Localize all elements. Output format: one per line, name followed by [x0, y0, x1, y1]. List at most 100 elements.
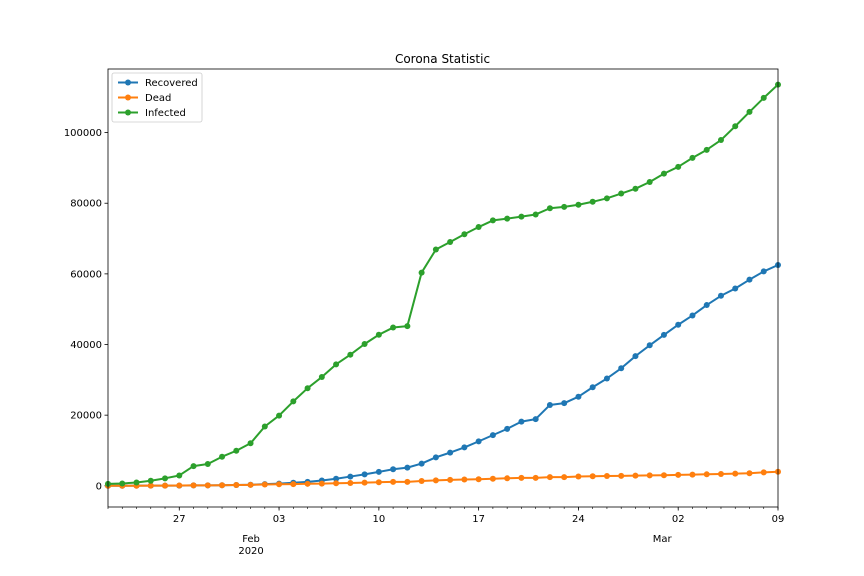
chart-title: Corona Statistic — [395, 52, 490, 66]
data-point-recovered — [561, 400, 568, 407]
data-point-infected — [504, 215, 511, 222]
data-point-recovered — [432, 454, 439, 461]
y-tick-label: 40000 — [70, 340, 102, 351]
data-point-dead — [290, 481, 297, 488]
series-recovered — [105, 261, 781, 489]
x-tick-label: 10 — [372, 514, 385, 525]
data-point-dead — [518, 474, 525, 481]
data-point-recovered — [632, 353, 639, 360]
series-line-infected — [107, 83, 779, 485]
data-point-recovered — [390, 466, 397, 473]
legend-box — [111, 72, 203, 123]
data-point-recovered — [618, 365, 625, 372]
data-point-infected — [575, 201, 582, 208]
data-point-infected — [304, 385, 311, 392]
data-point-dead — [219, 482, 226, 489]
legend-label-recovered: Recovered — [145, 78, 198, 89]
data-point-infected — [190, 463, 197, 470]
data-point-recovered — [447, 449, 454, 456]
data-point-dead — [418, 477, 425, 484]
data-point-infected — [432, 246, 439, 253]
data-point-infected — [561, 203, 568, 210]
data-point-infected — [589, 198, 596, 205]
data-point-infected — [204, 461, 211, 468]
x-tick-label: 09 — [772, 514, 785, 525]
data-point-dead — [689, 471, 696, 478]
data-point-dead — [675, 471, 682, 478]
data-point-infected — [276, 412, 283, 419]
data-point-infected — [447, 238, 454, 245]
x-month-label: Feb — [242, 534, 260, 545]
data-point-dead — [703, 471, 710, 478]
y-tick-label: 20000 — [70, 411, 102, 422]
y-tick-label: 60000 — [70, 269, 102, 280]
series-dead — [105, 468, 781, 489]
data-point-recovered — [489, 432, 496, 439]
legend-label-infected: Infected — [145, 108, 186, 119]
data-point-infected — [675, 163, 682, 170]
data-point-dead — [632, 472, 639, 479]
data-point-dead — [276, 481, 283, 488]
data-point-infected — [717, 137, 724, 144]
data-point-dead — [390, 478, 397, 485]
data-point-infected — [546, 205, 553, 212]
data-point-infected — [247, 440, 254, 447]
data-point-infected — [689, 154, 696, 161]
data-point-infected — [760, 94, 767, 101]
data-point-recovered — [532, 416, 539, 423]
data-point-infected — [618, 190, 625, 197]
data-point-infected — [746, 108, 753, 115]
data-point-dead — [660, 472, 667, 479]
y-axis: 0 20000 40000 60000 80000 100000 — [64, 128, 108, 492]
data-point-infected — [489, 217, 496, 224]
data-point-recovered — [347, 473, 354, 480]
data-point-recovered — [518, 418, 525, 425]
data-point-infected — [133, 479, 140, 486]
data-point-dead — [717, 470, 724, 477]
data-point-dead — [561, 474, 568, 481]
data-point-infected — [418, 269, 425, 276]
data-point-recovered — [646, 342, 653, 349]
data-point-dead — [318, 480, 325, 487]
data-point-dead — [233, 482, 240, 489]
data-point-infected — [290, 398, 297, 405]
data-point-infected — [703, 146, 710, 153]
data-point-recovered — [418, 460, 425, 467]
data-point-dead — [247, 481, 254, 488]
data-point-infected — [646, 178, 653, 185]
legend-marker-infected — [125, 109, 131, 116]
data-point-infected — [404, 323, 411, 330]
series-line-recovered — [107, 264, 779, 487]
data-point-dead — [532, 474, 539, 481]
series-infected — [105, 81, 781, 487]
data-point-dead — [361, 479, 368, 486]
data-point-recovered — [717, 292, 724, 299]
legend: Recovered Dead Infected — [111, 72, 203, 123]
y-tick-label: 100000 — [64, 128, 102, 139]
data-point-dead — [261, 481, 268, 488]
data-point-recovered — [404, 464, 411, 471]
data-point-recovered — [603, 375, 610, 382]
data-point-dead — [746, 470, 753, 477]
y-tick-label: 0 — [96, 481, 102, 492]
data-point-infected — [732, 123, 739, 130]
data-point-dead — [375, 479, 382, 486]
data-point-infected — [603, 195, 610, 202]
data-point-recovered — [660, 331, 667, 338]
data-point-dead — [304, 480, 311, 487]
data-point-recovered — [675, 321, 682, 328]
data-point-infected — [660, 170, 667, 177]
data-point-recovered — [546, 401, 553, 408]
data-point-infected — [147, 477, 154, 484]
data-point-dead — [347, 479, 354, 486]
data-point-infected — [475, 224, 482, 231]
legend-marker-recovered — [125, 79, 131, 86]
data-point-infected — [632, 185, 639, 192]
data-point-infected — [219, 453, 226, 460]
data-point-recovered — [504, 425, 511, 432]
plot-frame — [107, 68, 779, 508]
data-point-infected — [261, 423, 268, 430]
data-point-dead — [432, 477, 439, 484]
data-point-infected — [119, 480, 126, 487]
